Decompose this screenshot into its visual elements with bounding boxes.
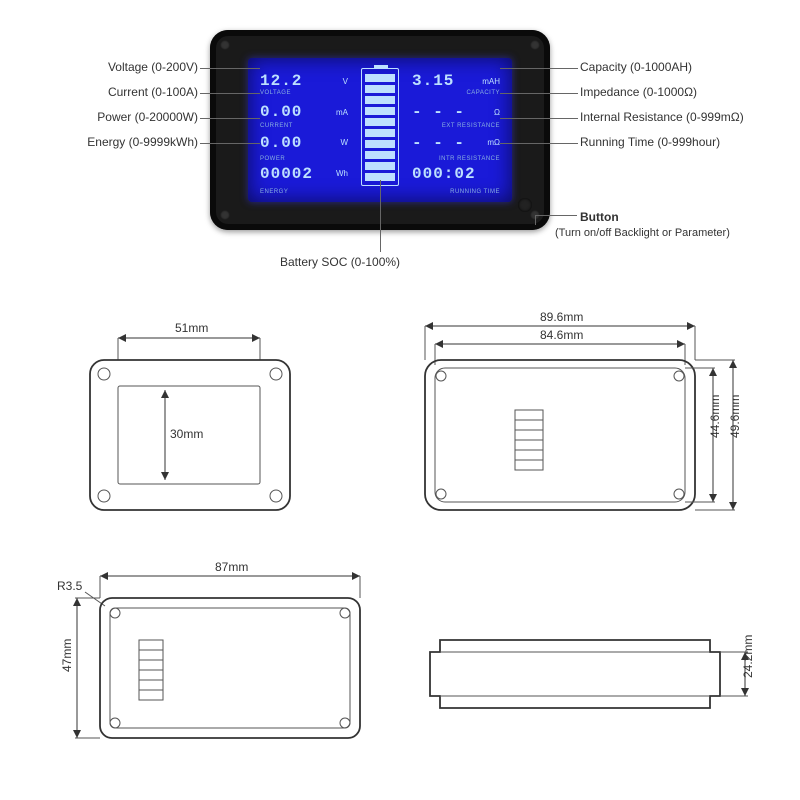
callout-button: Button	[580, 210, 619, 224]
dim-44-6: 44.6mm	[708, 395, 722, 438]
screw-icon	[220, 40, 230, 50]
callout-intres: Internal Resistance (0-999mΩ)	[580, 110, 744, 124]
intres-value: - - -	[412, 134, 465, 152]
dim-47mm: 47mm	[60, 639, 74, 672]
drawing-view4: 24.2mm	[420, 600, 760, 740]
callout-energy: Energy (0-9999kWh)	[30, 135, 198, 149]
drawing-view3: 87mm R3.5 47mm	[55, 560, 395, 770]
capacity-value: 3.15	[412, 72, 454, 90]
dim-49-6: 49.6mm	[728, 395, 742, 438]
battery-soc-icon	[361, 68, 399, 186]
drawing-view1: 51mm 30mm	[70, 320, 330, 540]
runtime-value: 000:02	[412, 165, 476, 183]
dim-30mm: 30mm	[170, 427, 203, 441]
callout-power: Power (0-20000W)	[48, 110, 198, 124]
callout-soc: Battery SOC (0-100%)	[280, 255, 400, 269]
callout-voltage: Voltage (0-200V)	[48, 60, 198, 74]
callout-button-sub: (Turn on/off Backlight or Parameter)	[555, 227, 730, 239]
callout-capacity: Capacity (0-1000AH)	[580, 60, 692, 74]
voltage-value: 12.2	[260, 72, 302, 90]
dim-84-6: 84.6mm	[540, 328, 583, 342]
screw-icon	[220, 210, 230, 220]
dim-51mm: 51mm	[175, 321, 208, 335]
dim-87mm: 87mm	[215, 560, 248, 574]
callout-current: Current (0-100A)	[48, 85, 198, 99]
callout-runtime: Running Time (0-999hour)	[580, 135, 720, 149]
device-button[interactable]	[518, 198, 532, 212]
energy-value: 00002	[260, 165, 313, 183]
screw-icon	[530, 40, 540, 50]
callout-impedance: Impedance (0-1000Ω)	[580, 85, 697, 99]
dim-24-2: 24.2mm	[741, 635, 755, 678]
impedance-value: - - -	[412, 103, 465, 121]
dim-r3-5: R3.5	[57, 579, 83, 593]
power-value: 0.00	[260, 134, 302, 152]
drawing-view2: 89.6mm 84.6mm 49.6mm 44.6mm	[395, 310, 755, 540]
dim-89-6: 89.6mm	[540, 310, 583, 324]
current-value: 0.00	[260, 103, 302, 121]
